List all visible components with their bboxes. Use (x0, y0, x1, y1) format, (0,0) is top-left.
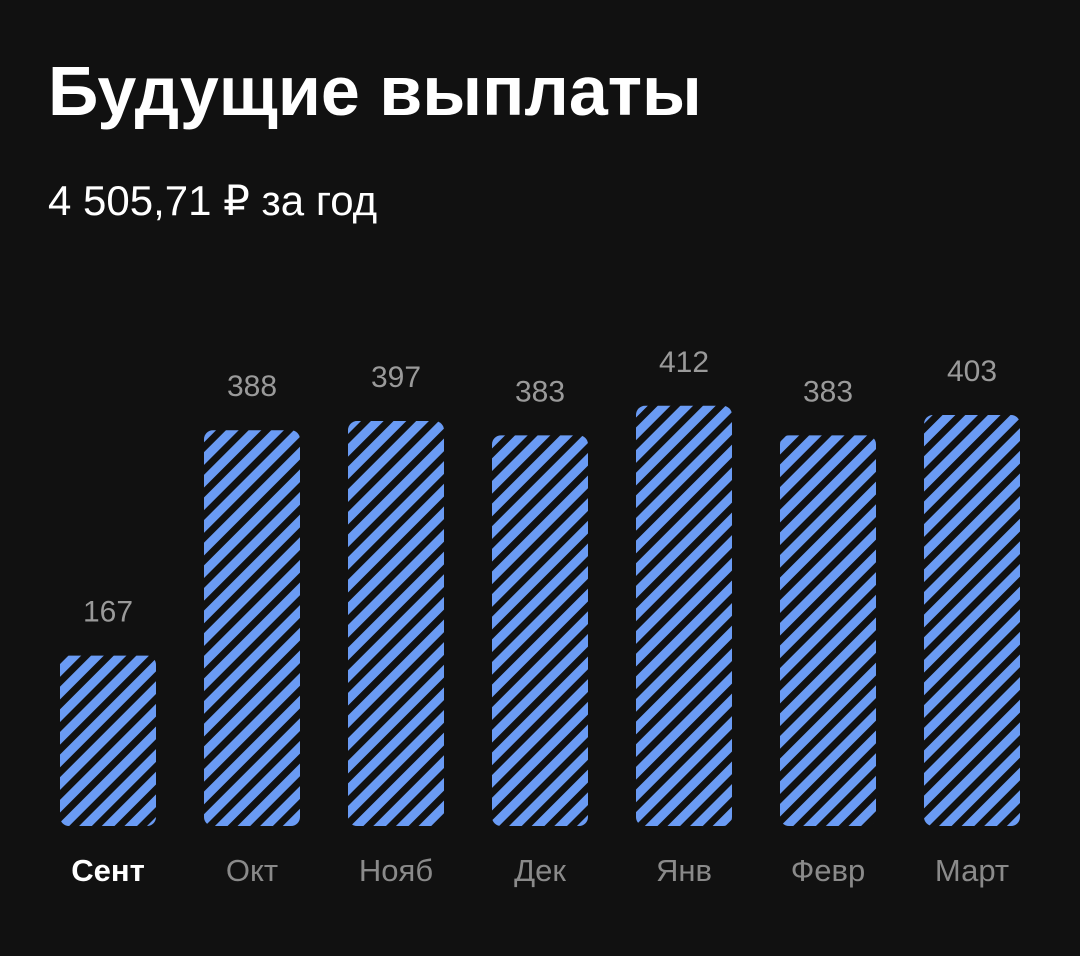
x-tick-label[interactable]: Янв (656, 853, 712, 888)
bar (924, 414, 1020, 826)
value-label: 403 (947, 355, 997, 388)
value-label: 412 (659, 346, 709, 379)
x-tick-label[interactable]: Сент (71, 853, 145, 888)
value-label: 383 (803, 375, 853, 408)
x-tick-label[interactable]: Нояб (359, 853, 433, 888)
x-tick-label[interactable]: Дек (514, 853, 566, 888)
value-label: 397 (371, 361, 421, 394)
x-tick-label[interactable]: Март (935, 853, 1009, 888)
chart-title: Будущие выплаты (48, 52, 702, 130)
bar (204, 430, 300, 826)
bar (60, 655, 156, 826)
x-tick-label[interactable]: Февр (791, 853, 866, 888)
bar (348, 421, 444, 826)
chart-subtitle: 4 505,71 ₽ за год (48, 177, 377, 224)
bar (492, 435, 588, 826)
value-label: 383 (515, 375, 565, 408)
bar (780, 435, 876, 826)
value-label: 388 (227, 370, 277, 403)
bar (636, 405, 732, 826)
x-tick-label[interactable]: Окт (226, 853, 278, 888)
value-label: 167 (83, 596, 133, 629)
